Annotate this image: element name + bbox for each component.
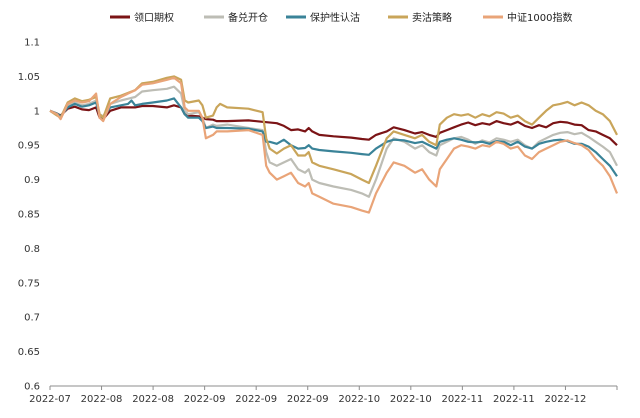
series-layer [49,75,619,214]
series-line-2 [49,85,618,198]
y-tick-label: 1.1 [24,38,40,49]
y-tick-label: 1.05 [18,72,40,83]
legend-label: 中证1000指数 [507,11,572,24]
x-tick-label: 2022-09 [184,394,226,405]
y-tick-label: 0.8 [24,244,40,255]
x-axis: 2022-07 2022-08 2022-08 2022-09 2022-09 2022-… [29,385,618,405]
x-tick-label: 2022-11 [493,394,535,405]
x-tick-label: 2022-09 [235,394,277,405]
y-tick-label: 0.65 [18,347,40,358]
y-tick-label: 0.85 [18,210,40,221]
legend-label: 保护性认沽 [310,11,360,24]
series-line-1 [49,104,618,146]
y-axis: 0.6 0.65 0.7 0.75 0.8 0.85 0.9 0.95 1 1.05 1.1 [18,38,40,393]
legend-label: 备兑开仓 [228,11,268,24]
x-tick-label: 2022-11 [441,394,483,405]
y-tick-label: 0.95 [18,141,40,152]
x-tick-label: 2022-10 [338,394,380,405]
x-tick-label: 2022-10 [390,394,432,405]
legend-label: 卖沽策略 [412,11,452,24]
series-line-4 [49,75,618,185]
y-tick-label: 0.6 [24,382,40,393]
x-tick-label: 2022-12 [545,394,587,405]
series-line-5 [49,76,619,214]
y-tick-label: 0.75 [18,278,40,289]
y-tick-label: 0.7 [24,313,40,324]
legend-label: 领口期权 [134,11,174,24]
x-tick-label: 2022-08 [132,394,174,405]
series-line-3 [49,97,618,177]
x-tick-label: 2022-07 [29,394,71,405]
x-tick-label: 2022-09 [287,394,329,405]
y-tick-label: 0.9 [24,175,40,186]
x-tick-label: 2022-08 [81,394,123,405]
y-tick-label: 1 [34,106,40,117]
legend: 领口期权 备兑开仓 保护性认沽 卖沽策略 中证1000指数 [110,11,572,24]
